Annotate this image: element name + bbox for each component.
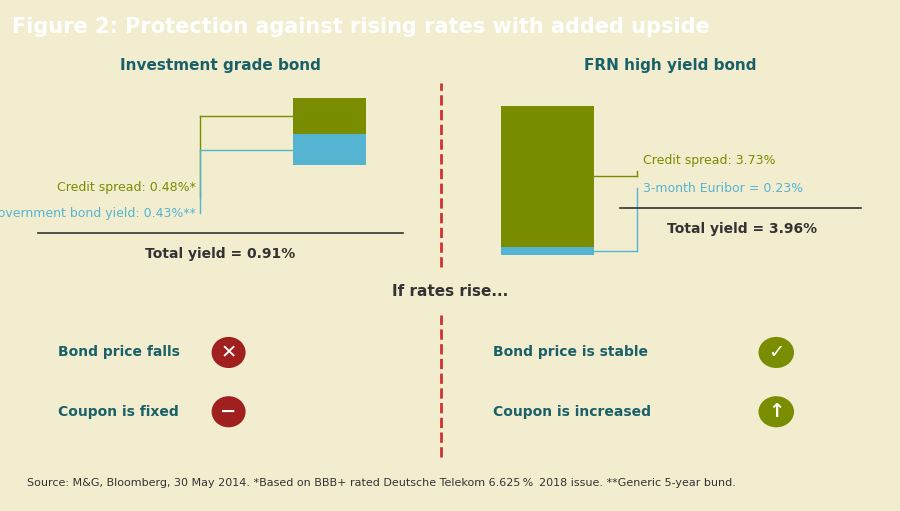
Text: Total yield = 3.96%: Total yield = 3.96% [667,222,817,236]
Text: Government bond yield: 0.43%**: Government bond yield: 0.43%** [0,207,196,220]
Text: If rates rise...: If rates rise... [392,284,508,299]
Text: FRN high yield bond: FRN high yield bond [584,58,757,74]
Circle shape [212,337,246,368]
Text: Bond price falls: Bond price falls [58,345,180,359]
Bar [293,98,366,134]
Text: ↑: ↑ [768,402,785,421]
Bar [293,134,366,166]
Bar [501,106,594,247]
Text: Credit spread: 3.73%: Credit spread: 3.73% [643,154,776,168]
Text: Credit spread: 0.48%*: Credit spread: 0.48%* [58,181,196,194]
Circle shape [759,396,794,427]
Text: ✓: ✓ [768,343,785,362]
Text: Coupon is fixed: Coupon is fixed [58,405,179,419]
Text: Bond price is stable: Bond price is stable [493,345,648,359]
Circle shape [212,396,246,427]
Text: −: − [220,402,237,421]
Bar [501,247,594,256]
Text: Figure 2: Protection against rising rates with added upside: Figure 2: Protection against rising rate… [12,17,709,37]
Text: Investment grade bond: Investment grade bond [120,58,321,74]
Text: Source: M&G, Bloomberg, 30 May 2014. *Based on BBB+ rated Deutsche Telekom 6.625: Source: M&G, Bloomberg, 30 May 2014. *Ba… [27,478,735,488]
Circle shape [759,337,794,368]
Text: Total yield = 0.91%: Total yield = 0.91% [146,247,295,261]
Text: ✕: ✕ [220,343,237,362]
Text: 3-month Euribor = 0.23%: 3-month Euribor = 0.23% [643,182,803,195]
Text: Coupon is increased: Coupon is increased [493,405,651,419]
